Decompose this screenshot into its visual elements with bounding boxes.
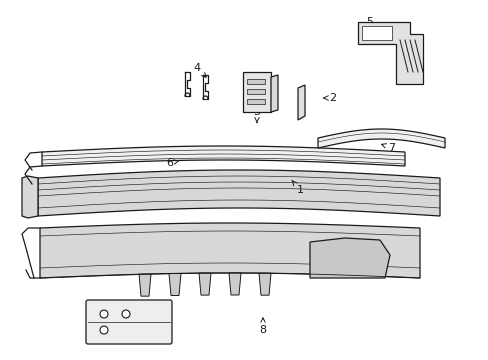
Text: 6: 6 (166, 158, 179, 168)
Text: 8: 8 (259, 318, 266, 335)
FancyBboxPatch shape (86, 300, 172, 344)
Polygon shape (317, 129, 444, 148)
Polygon shape (259, 273, 270, 295)
Text: 9: 9 (146, 327, 161, 337)
Polygon shape (40, 223, 419, 278)
Polygon shape (169, 274, 181, 296)
Text: 5: 5 (366, 17, 376, 33)
Circle shape (100, 326, 108, 334)
Polygon shape (297, 85, 305, 120)
Text: 1: 1 (291, 180, 303, 195)
Polygon shape (22, 176, 38, 218)
Polygon shape (199, 273, 210, 295)
Text: 7: 7 (381, 143, 395, 153)
Polygon shape (357, 22, 422, 84)
Polygon shape (270, 75, 278, 112)
Text: 3: 3 (253, 107, 260, 123)
Polygon shape (42, 146, 404, 166)
Circle shape (122, 310, 130, 318)
Bar (243, 72, 270, 112)
Polygon shape (228, 273, 241, 295)
Text: 2: 2 (323, 93, 336, 103)
Polygon shape (309, 238, 389, 278)
Text: 4: 4 (193, 63, 206, 77)
Bar (246, 89, 264, 94)
Polygon shape (38, 170, 439, 216)
Circle shape (100, 310, 108, 318)
Bar (246, 99, 264, 104)
Polygon shape (361, 26, 391, 40)
Polygon shape (139, 274, 151, 296)
Bar (246, 79, 264, 84)
